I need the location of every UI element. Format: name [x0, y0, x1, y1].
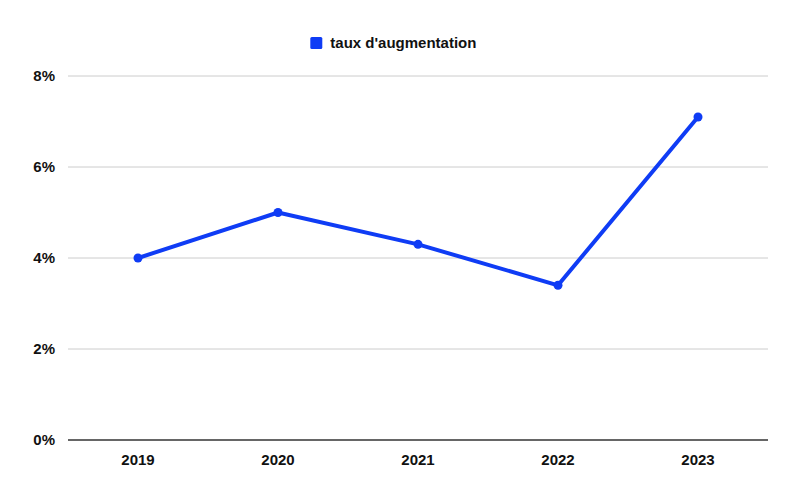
chart-svg: 0% 2% 4% 6% 8% 2019 2020 2021 2022 2023 taux d'aug… [0, 0, 800, 500]
grid-line [68, 167, 768, 168]
x-tick-label: 2020 [261, 451, 294, 468]
data-point [414, 240, 423, 249]
series-line [138, 117, 698, 285]
legend-label: taux d'augmentation [330, 34, 476, 51]
data-point [134, 254, 143, 263]
data-point [274, 208, 283, 217]
x-tick-label: 2023 [681, 451, 714, 468]
grid-line [68, 258, 768, 259]
axis-line [68, 439, 768, 441]
grid-line [68, 76, 768, 77]
legend: taux d'augmentation [310, 34, 476, 51]
grid-line [68, 349, 768, 350]
x-tick-label: 2022 [541, 451, 574, 468]
plot-area [134, 112, 703, 289]
data-point [694, 112, 703, 121]
data-point [554, 281, 563, 290]
x-tick-label: 2021 [401, 451, 434, 468]
chart-container: 0% 2% 4% 6% 8% 2019 2020 2021 2022 2023 taux d'aug… [0, 0, 800, 500]
y-tick-label: 8% [33, 67, 55, 84]
y-tick-label: 6% [33, 158, 55, 175]
y-tick-label: 4% [33, 249, 55, 266]
y-tick-label: 0% [33, 431, 55, 448]
legend-swatch [310, 37, 322, 49]
x-tick-label: 2019 [121, 451, 154, 468]
y-tick-label: 2% [33, 340, 55, 357]
